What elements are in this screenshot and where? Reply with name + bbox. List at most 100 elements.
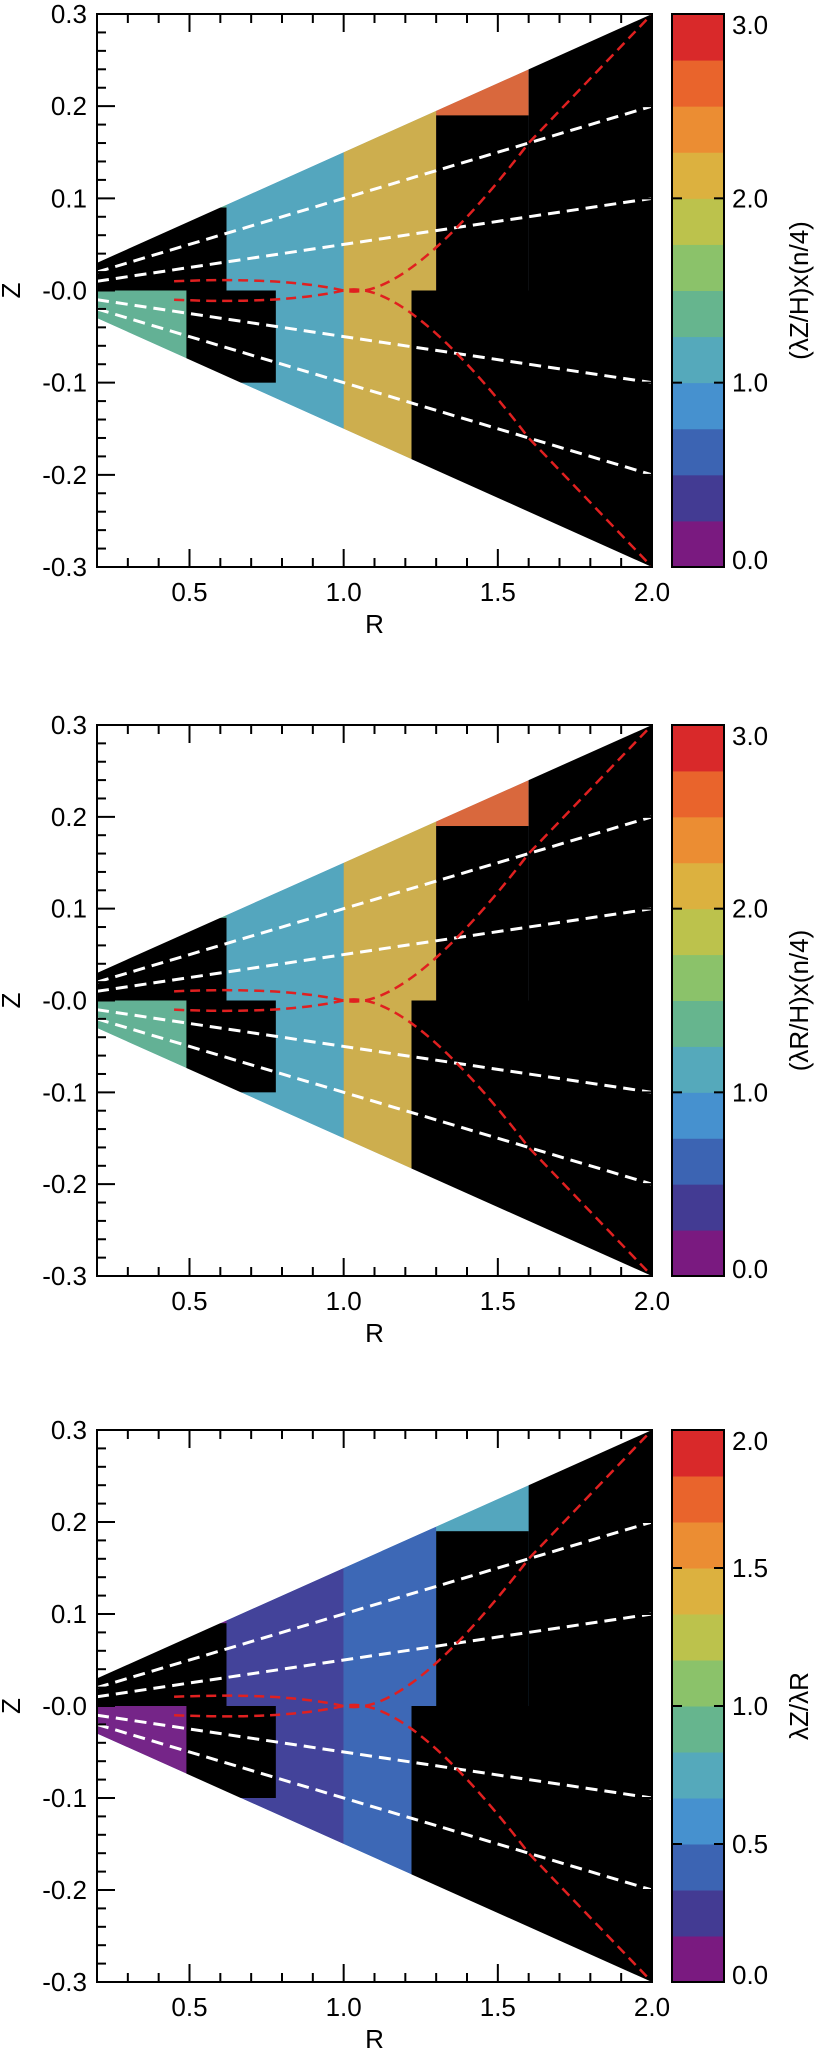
colorbar-tick-label: 0.0 bbox=[732, 545, 768, 575]
colorbar-segment bbox=[672, 152, 724, 199]
colorbar-segment bbox=[672, 520, 724, 568]
y-tick-label: 0.2 bbox=[51, 1507, 87, 1537]
y-tick-label: 0.3 bbox=[51, 1415, 87, 1445]
plot-area bbox=[97, 1430, 652, 1982]
colorbar-segment bbox=[672, 106, 724, 153]
y-tick-label: 0.1 bbox=[51, 183, 87, 213]
y-tick-label: -0.3 bbox=[42, 552, 87, 582]
colorbar-segment bbox=[672, 1092, 724, 1139]
colorbar-tick-label: 3.0 bbox=[732, 721, 768, 751]
x-axis-label: R bbox=[365, 2024, 384, 2054]
panel-1: 0.5 1.0 1.5 2.0 0.3 0.2 0.1 -0.0 -0.1 -0.2 -0.3 R Z 3… bbox=[0, 0, 814, 639]
masked-region bbox=[528, 725, 652, 1001]
x-axis-label: R bbox=[365, 1318, 384, 1348]
y-tick-label: -0.1 bbox=[42, 1783, 87, 1813]
masked-region bbox=[436, 115, 529, 291]
colorbar: 3.0 2.0 1.0 0.0 (λR/H)x(n/4) bbox=[671, 721, 814, 1284]
y-tick-label: -0.0 bbox=[42, 986, 87, 1016]
colorbar-segment bbox=[672, 862, 724, 910]
y-tick-label: -0.2 bbox=[42, 1169, 87, 1199]
plot-area bbox=[97, 14, 652, 567]
x-tick-label: 2.0 bbox=[634, 1992, 670, 2022]
colorbar-segment bbox=[672, 1706, 724, 1753]
colorbar-segment bbox=[672, 244, 724, 291]
colorbar-label: λZ/λR bbox=[784, 1672, 814, 1740]
white-dashed-line bbox=[97, 1017, 652, 1186]
colorbar-tick-label: 1.0 bbox=[732, 368, 768, 398]
outside-mask-bottom bbox=[97, 1028, 652, 1276]
colorbar-tick-label: 2.0 bbox=[732, 183, 768, 213]
colorbar-segment bbox=[672, 1000, 724, 1047]
panel-2: 0.5 1.0 1.5 2.0 0.3 0.2 0.1 -0.0 -0.1 -0.2 -0.3 R Z 3… bbox=[0, 710, 814, 1348]
colorbar-tick-label: 1.0 bbox=[732, 1691, 768, 1721]
x-tick-label: 1.0 bbox=[326, 577, 362, 607]
y-tick-label: 0.3 bbox=[51, 0, 87, 29]
colorbar-segment bbox=[672, 1522, 724, 1569]
y-tick-label: 0.1 bbox=[51, 1599, 87, 1629]
outside-mask-top bbox=[97, 14, 652, 263]
outside-mask-top bbox=[97, 725, 652, 973]
colorbar-segment bbox=[672, 198, 724, 245]
colorbar-label: (λZ/H)x(n/4) bbox=[784, 221, 814, 360]
y-tick-label: 0.2 bbox=[51, 91, 87, 121]
white-dashed-line bbox=[97, 1008, 652, 1094]
y-tick-label: 0.1 bbox=[51, 894, 87, 924]
y-tick-label: -0.3 bbox=[42, 1967, 87, 1997]
x-tick-label: 1.0 bbox=[326, 1992, 362, 2022]
colorbar-segment bbox=[672, 1890, 724, 1937]
colorbar: 3.0 2.0 1.0 0.0 (λZ/H)x(n/4) bbox=[671, 10, 814, 575]
y-tick-label: -0.3 bbox=[42, 1261, 87, 1291]
colorbar-tick-label: 1.0 bbox=[732, 1077, 768, 1107]
colorbar-tick-label: 0.0 bbox=[732, 1254, 768, 1284]
colorbar-segment bbox=[672, 428, 724, 476]
red-dashed-curve bbox=[174, 998, 652, 1276]
red-dashed-curve bbox=[174, 725, 652, 1003]
colorbar-segment bbox=[672, 336, 724, 384]
colorbar-segment bbox=[672, 1844, 724, 1891]
colorbar-tick-label: 2.0 bbox=[732, 894, 768, 924]
x-tick-label: 0.5 bbox=[171, 577, 207, 607]
colorbar-segment bbox=[672, 1184, 724, 1231]
white-dashed-line bbox=[97, 815, 652, 984]
x-tick-label: 1.5 bbox=[480, 577, 516, 607]
colorbar-segment bbox=[672, 1614, 724, 1661]
colorbar-segment bbox=[672, 954, 724, 1001]
white-dashed-line bbox=[97, 104, 652, 274]
white-dashed-line bbox=[97, 1722, 652, 1892]
colorbar-segment bbox=[672, 1568, 724, 1615]
colorbar-segment bbox=[672, 816, 724, 864]
white-dashed-line bbox=[97, 907, 652, 993]
y-tick-label: -0.1 bbox=[42, 1077, 87, 1107]
colorbar-segment bbox=[672, 60, 724, 107]
y-tick-label: -0.2 bbox=[42, 460, 87, 490]
plot-area bbox=[97, 725, 652, 1276]
y-tick-label: -0.0 bbox=[42, 1691, 87, 1721]
y-axis-label: Z bbox=[0, 992, 26, 1008]
outside-mask-bottom bbox=[97, 1733, 652, 1982]
red-dashed-curve bbox=[174, 1703, 652, 1982]
colorbar-segment bbox=[672, 1798, 724, 1845]
colorbar-frame bbox=[671, 724, 725, 1277]
colorbar-label: (λR/H)x(n/4) bbox=[784, 930, 814, 1072]
x-tick-label: 1.0 bbox=[326, 1286, 362, 1316]
colorbar-segment bbox=[672, 14, 724, 61]
y-axis-label: Z bbox=[0, 282, 26, 298]
panel-3: 0.5 1.0 1.5 2.0 0.3 0.2 0.1 -0.0 -0.1 -0.2 -0.3 R Z 2… bbox=[0, 1415, 814, 2054]
colorbar-segment bbox=[672, 1936, 724, 1983]
white-dashed-line bbox=[97, 1520, 652, 1690]
white-dashed-line bbox=[97, 298, 652, 385]
x-axis-label: R bbox=[365, 609, 384, 639]
colorbar-tick-label: 0.0 bbox=[732, 1960, 768, 1990]
colorbar-segment bbox=[672, 908, 724, 956]
white-dashed-line bbox=[97, 196, 652, 283]
colorbar-segment bbox=[672, 725, 724, 772]
colorbar-tick-label: 0.5 bbox=[732, 1829, 768, 1859]
colorbar-segment bbox=[672, 1476, 724, 1523]
colorbar-tick-label: 1.5 bbox=[732, 1553, 768, 1583]
outside-mask-bottom bbox=[97, 318, 652, 567]
colorbar-segment bbox=[672, 382, 724, 430]
red-dashed-curve bbox=[174, 288, 652, 567]
y-tick-label: -0.0 bbox=[42, 276, 87, 306]
y-tick-label: -0.2 bbox=[42, 1875, 87, 1905]
colorbar-segment bbox=[672, 290, 724, 338]
